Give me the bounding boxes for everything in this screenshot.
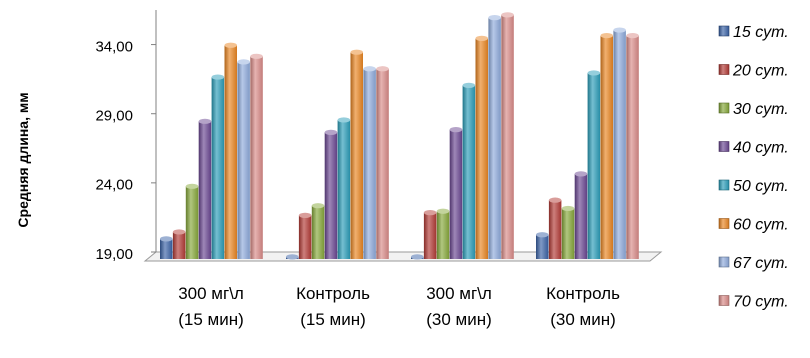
bar <box>299 213 312 259</box>
bar <box>225 43 238 259</box>
bar <box>160 236 173 259</box>
legend-label: 50 сут. <box>733 178 789 195</box>
legend-swatch <box>719 180 729 190</box>
x-category-label: (15 мин) <box>300 310 366 329</box>
bar <box>575 171 588 259</box>
legend-item: 60 сут. <box>719 217 789 234</box>
legend-swatch <box>719 219 729 229</box>
legend-swatch <box>719 296 729 306</box>
bar <box>351 50 364 259</box>
bar <box>411 254 424 259</box>
bar <box>250 54 263 259</box>
x-category-label: 300 мг\л <box>178 284 244 303</box>
bar <box>588 70 601 259</box>
bar <box>501 12 514 259</box>
legend-swatch <box>719 103 729 113</box>
x-category-labels: 300 мг\л (15 мин) Контроль (15 мин) 300 мг\л… <box>178 284 620 329</box>
bar <box>450 127 463 259</box>
bar <box>212 74 225 259</box>
legend: 15 сут. 20 сут. 30 сут. 40 сут. 50 сут. 60 су… <box>719 24 789 311</box>
legend-item: 70 сут. <box>719 294 789 311</box>
legend-label: 20 сут. <box>732 63 789 80</box>
legend-swatch <box>719 257 729 267</box>
legend-item: 30 сут. <box>719 101 789 118</box>
bar <box>488 15 501 259</box>
legend-item: 67 сут. <box>719 255 789 272</box>
bar <box>463 83 476 259</box>
y-axis-title: Средняя длина, мм <box>15 92 31 227</box>
bar <box>437 209 450 259</box>
x-category-label: Контроль <box>546 284 620 303</box>
bar <box>286 254 299 259</box>
bar <box>173 229 186 259</box>
bar <box>613 27 626 259</box>
legend-label: 30 сут. <box>733 101 789 118</box>
legend-swatch <box>719 65 729 75</box>
legend-item: 20 сут. <box>719 63 789 80</box>
x-category-label: 300 мг\л <box>426 284 492 303</box>
x-category-label: (15 мин) <box>178 310 244 329</box>
x-category-label: Контроль <box>296 284 370 303</box>
legend-label: 60 сут. <box>733 217 789 234</box>
y-tick-label: 29,00 <box>95 108 133 125</box>
x-category-label: (30 мин) <box>426 310 492 329</box>
bar <box>199 119 212 259</box>
x-category-label: (30 мин) <box>550 310 616 329</box>
bar <box>476 36 489 259</box>
legend-swatch <box>719 26 729 36</box>
legend-swatch <box>719 142 729 152</box>
y-tick-labels: 19,00 24,00 29,00 34,00 <box>95 38 133 262</box>
bar <box>312 203 325 259</box>
bar <box>536 232 549 259</box>
bar <box>424 210 437 259</box>
legend-label: 40 сут. <box>733 140 789 157</box>
legend-label: 70 сут. <box>733 294 789 311</box>
bar <box>325 130 338 259</box>
y-tick-label: 24,00 <box>95 177 133 194</box>
bar <box>549 198 562 259</box>
bar <box>562 206 575 259</box>
bars <box>160 12 639 259</box>
bar <box>237 59 250 259</box>
legend-item: 50 сут. <box>719 178 789 195</box>
bar <box>338 117 351 259</box>
legend-item: 15 сут. <box>719 24 789 41</box>
legend-label: 67 сут. <box>733 255 789 272</box>
bar <box>186 184 199 259</box>
legend-item: 40 сут. <box>719 140 789 157</box>
bar <box>363 66 376 259</box>
bar <box>376 66 389 259</box>
y-tick-label: 34,00 <box>95 38 133 55</box>
bar <box>626 33 639 259</box>
bar <box>601 33 614 259</box>
y-tick-label: 19,00 <box>95 246 133 263</box>
legend-label: 15 сут. <box>733 24 789 41</box>
